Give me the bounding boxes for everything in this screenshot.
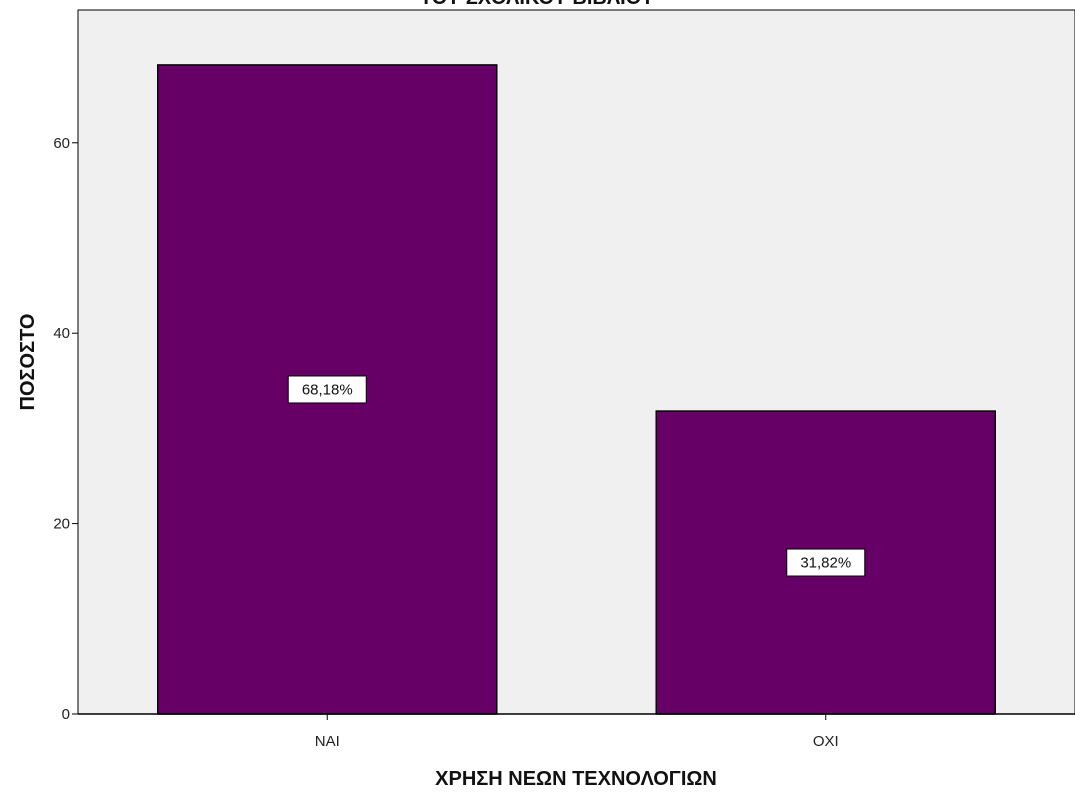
data-label-nai: 68,18%	[302, 381, 353, 398]
bars-layer: 68,18% 31,82%	[157, 64, 996, 715]
y-axis-title: ΠΟΣΟΣΤΟ	[17, 314, 39, 411]
x-tick-label-nai: NAI	[315, 733, 340, 750]
y-axis: 0 20 40 60	[53, 135, 78, 723]
x-tick-label-oxi: OXI	[813, 733, 839, 750]
y-tick-label-0: 0	[62, 706, 70, 723]
data-label-box-oxi	[786, 548, 866, 577]
data-label-box-nai	[287, 375, 367, 404]
chart-title: ΤΟΥ ΣΧΟΛΙΚΟΥ ΒΙΒΛΙΟΥ	[420, 0, 655, 9]
y-tick-label-20: 20	[53, 516, 70, 533]
y-tick-label-40: 40	[53, 325, 70, 342]
x-axis-title: ΧΡΗΣΗ ΝΕΩΝ ΤΕΧΝΟΛΟΓΙΩΝ	[435, 768, 717, 790]
y-tick-label-60: 60	[53, 135, 70, 152]
x-axis: NAI OXI	[78, 713, 1075, 750]
data-label-oxi: 31,82%	[800, 555, 851, 572]
